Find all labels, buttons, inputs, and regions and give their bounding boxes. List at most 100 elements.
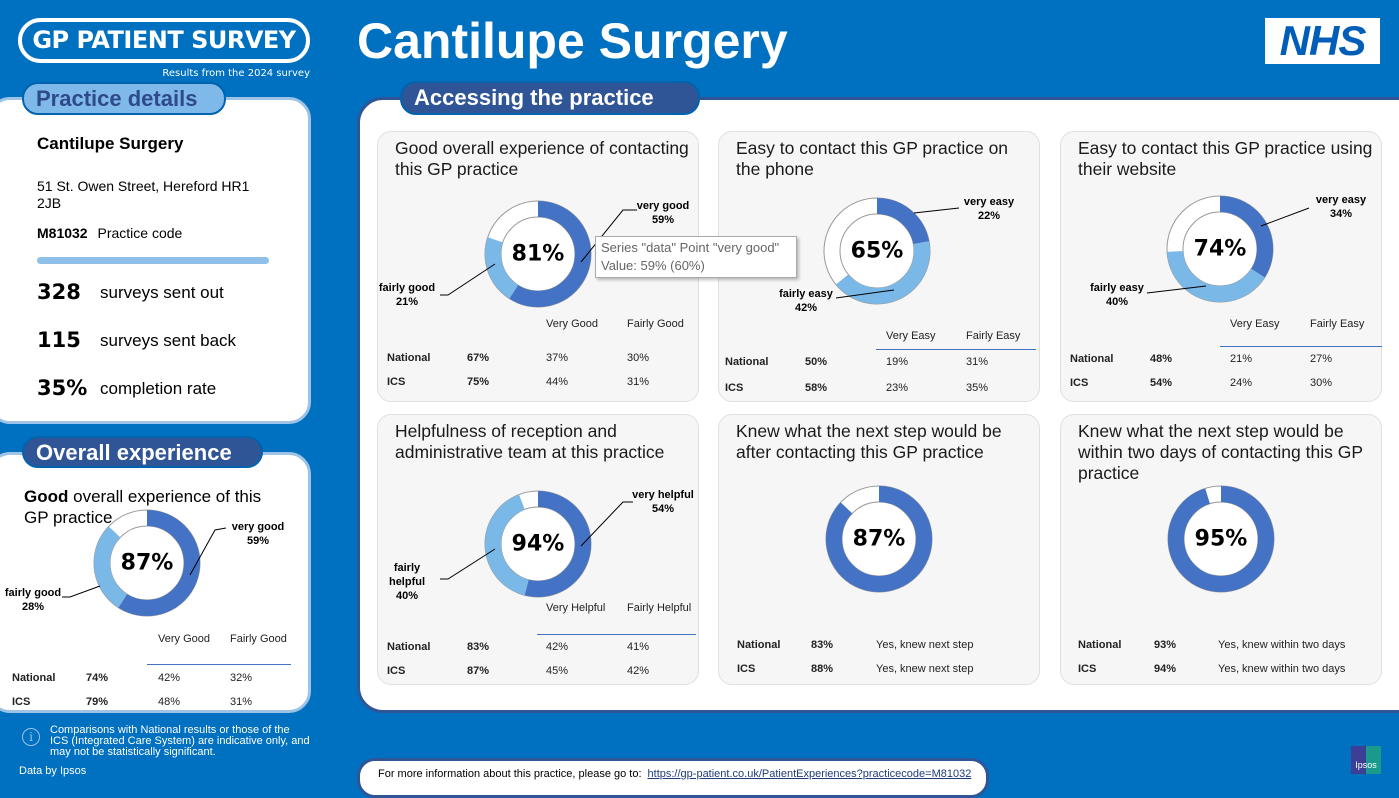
card-title: Easy to contact this GP practice using t… — [1078, 138, 1373, 179]
callout-value: 40% — [1105, 296, 1129, 308]
segment-callout: fairly helpful 40% — [377, 561, 437, 603]
metric-card: Good overall experience of contacting th… — [377, 131, 699, 402]
row-label: National — [1070, 353, 1114, 365]
donut-segment-very-good[interactable] — [94, 510, 200, 616]
card-title: Knew what the next step would be within … — [1078, 421, 1363, 483]
callout-label: fairly good — [4, 587, 62, 599]
header-underline — [537, 634, 696, 635]
callout-value: 22% — [977, 210, 1001, 222]
segment-callout: very easy 22% — [964, 195, 1014, 223]
row-value: 42% — [158, 672, 181, 684]
question-rest: overall experience of this GP practice — [24, 487, 262, 527]
column-header: Very Helpful — [546, 602, 606, 614]
column-header: Very Easy — [1230, 318, 1280, 330]
donut-segment-fairly-good[interactable] — [485, 201, 591, 307]
row-total: 75% — [467, 376, 490, 388]
row-value: Yes, knew next step — [876, 663, 974, 675]
row-value: 30% — [627, 352, 650, 364]
donut-segment-value[interactable] — [826, 486, 932, 592]
row-label: ICS — [387, 376, 406, 388]
row-total: 83% — [811, 639, 834, 651]
donut-segment-very-good[interactable] — [485, 201, 591, 307]
tooltip-line-1: Series "data" Point "very good" — [601, 240, 780, 255]
donut-segment-fairly-helpful[interactable] — [485, 491, 591, 597]
row-total: 94% — [1154, 663, 1177, 675]
row-value: Yes, knew within two days — [1218, 639, 1346, 651]
row-value: 48% — [158, 696, 181, 708]
row-total: 67% — [467, 352, 490, 364]
column-header: Fairly Easy — [1310, 318, 1365, 330]
callout-label: very good — [636, 200, 690, 212]
row-total: 87% — [467, 665, 490, 677]
row-total: 88% — [811, 663, 834, 675]
row-value: Yes, knew next step — [876, 639, 974, 651]
row-value: 41% — [627, 641, 650, 653]
address-line-1: 51 St. Owen Street, Hereford HR1 — [37, 178, 250, 194]
row-label: National — [737, 639, 781, 651]
practice-name: Cantilupe Surgery — [37, 134, 184, 153]
card-title: Knew what the next step would be after c… — [736, 421, 1002, 462]
callout-value: 54% — [651, 503, 675, 515]
callout-label: fairly helpful — [388, 562, 426, 588]
donut-segment-value[interactable] — [1168, 486, 1274, 592]
stat-value: 328 — [37, 280, 81, 304]
row-label: National — [1078, 639, 1122, 651]
data-by-ipsos: Data by Ipsos — [19, 765, 87, 777]
chart-tooltip: Series "data" Point "very good" Value: 5… — [595, 236, 797, 278]
card-title: Easy to contact this GP practice on the … — [736, 138, 1009, 179]
callout-value: 40% — [395, 590, 419, 602]
row-total: 54% — [1150, 377, 1173, 389]
gp-patient-survey-logo: GP PATIENT SURVEY — [18, 18, 310, 63]
callout-label: very easy — [1315, 194, 1367, 206]
column-header: Fairly Good — [627, 318, 684, 330]
stat-label: surveys sent out — [100, 283, 224, 302]
comparison-note: Comparisons with National results or tho… — [50, 724, 310, 758]
metric-card: Knew what the next step would be within … — [1060, 414, 1382, 685]
practice-link[interactable]: https://gp-patient.co.uk/PatientExperien… — [647, 768, 972, 780]
row-label: ICS — [725, 382, 744, 394]
leader-line — [1260, 207, 1310, 227]
practice-details-heading: Practice details — [22, 82, 226, 115]
column-header: Very Good — [546, 318, 598, 330]
donut-segment-fairly-good[interactable] — [94, 510, 200, 616]
practice-code: M81032 — [37, 225, 88, 241]
row-value: 21% — [1230, 353, 1253, 365]
donut-segment-fairly-easy[interactable] — [1167, 196, 1273, 302]
callout-value: 21% — [395, 296, 419, 308]
row-value: 32% — [230, 672, 253, 684]
row-value: 42% — [627, 665, 650, 677]
overall-question: Good overall experience of this GP pract… — [24, 486, 284, 528]
donut-chart — [823, 197, 960, 305]
callout-label: fairly good — [378, 282, 436, 294]
segment-callout: fairly good 28% — [5, 586, 61, 614]
row-value: 27% — [1310, 353, 1333, 365]
overall-experience-heading: Overall experience — [22, 436, 263, 468]
callout-label: fairly easy — [779, 288, 833, 300]
footer-bar: For more information about this practice… — [357, 758, 989, 798]
ipsos-logo: Ipsos — [1351, 746, 1381, 774]
segment-callout: very easy 34% — [1316, 193, 1366, 221]
row-total: 50% — [805, 356, 828, 368]
donut-segment-very-easy[interactable] — [824, 198, 930, 304]
segment-callout: very good 59% — [637, 199, 690, 227]
row-label: ICS — [737, 663, 756, 675]
practice-address: 51 St. Owen Street, Hereford HR1 2JB — [37, 178, 249, 212]
row-value: 45% — [546, 665, 569, 677]
donut-segment-fairly-easy[interactable] — [824, 198, 930, 304]
row-total: 83% — [467, 641, 490, 653]
leader-line — [580, 501, 633, 547]
donut-center-value: 94% — [511, 531, 565, 557]
row-value: 35% — [966, 382, 989, 394]
row-value: 23% — [886, 382, 909, 394]
donut-segment-very-easy[interactable] — [1167, 196, 1273, 302]
column-header: Very Easy — [886, 330, 936, 342]
row-value: 42% — [546, 641, 569, 653]
callout-label: fairly easy — [1090, 282, 1144, 294]
stat-label: completion rate — [100, 379, 217, 398]
column-header: Fairly Helpful — [627, 602, 692, 614]
donut-chart — [1167, 485, 1275, 593]
row-value: 31% — [966, 356, 989, 368]
segment-callout: fairly easy 42% — [779, 287, 833, 315]
donut-center-value: 95% — [1194, 526, 1248, 552]
row-label: National — [12, 672, 56, 684]
